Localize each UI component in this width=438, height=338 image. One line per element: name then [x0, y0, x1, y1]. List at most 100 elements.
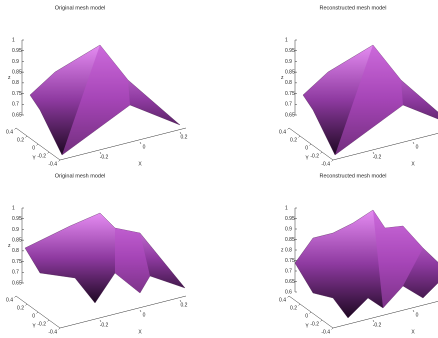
- x-axis: [60, 296, 186, 328]
- panel-title: Original mesh model: [55, 5, 105, 11]
- y-tick-label: -0.4: [321, 161, 330, 167]
- y-tick-label: 0: [32, 313, 35, 319]
- x-tick-label: -0.2: [373, 154, 382, 160]
- z-tick-label: 0.95: [12, 48, 22, 54]
- y-tick: [332, 328, 334, 330]
- y-tick-label: 0.4: [279, 129, 286, 135]
- y-tick-label: -0.2: [310, 321, 319, 327]
- z-tick-label: 0.8: [12, 80, 19, 86]
- figure: Original mesh model 1 0.95 0.9 0.85 0.8 0.75 0.…: [0, 0, 438, 338]
- y-axis-label: Y: [32, 155, 36, 161]
- z-tick-label: 0.65: [12, 112, 22, 118]
- panel: Reconstructed mesh model10.950.90.850.80…: [279, 173, 438, 335]
- y-tick: [15, 128, 17, 130]
- panel: Reconstructed mesh model10.950.90.850.80…: [279, 5, 438, 167]
- y-tick: [321, 320, 323, 322]
- z-tick-label: 0.75: [12, 259, 22, 265]
- panel-title: Original mesh model: [55, 173, 105, 179]
- y-axis-label: Y: [305, 323, 309, 329]
- z-tick-label: 0.95: [12, 216, 22, 222]
- y-tick: [26, 304, 28, 306]
- y-tick-label: 0.2: [290, 305, 297, 311]
- z-tick-label: 0.7: [12, 270, 19, 276]
- z-tick-label: 0.9: [285, 59, 292, 65]
- surface: [295, 210, 438, 318]
- y-tick-label: -0.4: [48, 161, 57, 167]
- y-tick-label: -0.2: [37, 153, 46, 159]
- z-tick-label: 0.7: [285, 268, 292, 274]
- x-tick-label: -0.2: [100, 154, 109, 160]
- y-tick-label: -0.2: [37, 321, 46, 327]
- x-tick-label: 0: [416, 144, 419, 150]
- z-tick-label: 0.9: [12, 227, 19, 233]
- x-tick-label: 0: [143, 144, 146, 150]
- z-tick-label: 0.75: [12, 91, 22, 97]
- y-tick-label: 0.2: [17, 305, 24, 311]
- y-tick: [288, 128, 290, 130]
- y-tick-label: 0: [305, 145, 308, 151]
- z-axis-label: z: [8, 75, 11, 81]
- y-tick: [48, 152, 50, 154]
- z-tick-label: 1: [285, 37, 288, 43]
- z-tick-label: 1: [12, 37, 15, 43]
- z-tick-label: 0.85: [12, 69, 22, 75]
- x-tick: [413, 142, 414, 144]
- y-axis-label: Y: [32, 323, 36, 329]
- z-axis-label: z: [281, 247, 284, 253]
- x-tick-label: -0.2: [373, 322, 382, 328]
- y-tick: [37, 312, 39, 314]
- z-tick-label: 0.6: [285, 289, 292, 295]
- z-tick-label: 0.8: [285, 247, 292, 253]
- z-tick-label: 0.65: [285, 279, 295, 285]
- panel-title: Reconstructed mesh model: [320, 173, 387, 179]
- z-tick-label: 0.85: [285, 237, 295, 243]
- y-tick: [59, 328, 61, 330]
- y-tick: [59, 160, 61, 162]
- y-tick: [48, 320, 50, 322]
- panel: Original mesh model10.950.90.850.80.750.…: [6, 173, 188, 335]
- z-tick-label: 0.75: [285, 91, 295, 97]
- z-tick-label: 0.75: [285, 258, 295, 264]
- y-tick: [37, 144, 39, 146]
- z-tick-label: 0.65: [285, 112, 295, 118]
- x-tick: [413, 310, 414, 312]
- z-axis-label: z: [281, 75, 284, 81]
- surface-facet: [115, 228, 150, 293]
- x-tick: [140, 142, 141, 144]
- x-axis-label: X: [138, 329, 142, 335]
- surface: [25, 213, 185, 303]
- x-tick: [140, 310, 141, 312]
- y-tick-label: 0.2: [290, 137, 297, 143]
- x-tick-label: 0: [143, 312, 146, 318]
- y-tick-label: 0.4: [6, 129, 13, 135]
- y-tick: [310, 312, 312, 314]
- y-tick: [299, 304, 301, 306]
- y-tick-label: -0.4: [48, 329, 57, 335]
- z-tick-label: 0.9: [285, 226, 292, 232]
- y-tick-label: 0.4: [6, 297, 13, 303]
- y-tick-label: 0.2: [17, 137, 24, 143]
- y-tick-label: -0.2: [310, 153, 319, 159]
- x-tick-label: -0.2: [100, 322, 109, 328]
- x-axis-label: X: [411, 329, 415, 335]
- x-tick-label: 0.2: [181, 302, 188, 308]
- page: Original mesh model 1 0.95 0.9 0.85 0.8 0.75 0.…: [0, 0, 438, 338]
- x-axis-label: X: [411, 161, 415, 167]
- z-tick-label: 1: [12, 205, 15, 211]
- z-tick-label: 0.7: [285, 102, 292, 108]
- y-tick: [310, 144, 312, 146]
- y-tick: [321, 152, 323, 154]
- y-tick: [299, 136, 301, 138]
- z-tick-label: 0.95: [285, 48, 295, 54]
- z-tick-label: 0.8: [12, 248, 19, 254]
- z-tick-label: 0.85: [285, 69, 295, 75]
- z-tick-label: 0.65: [12, 280, 22, 286]
- z-tick-label: 1: [285, 205, 288, 211]
- y-tick: [15, 296, 17, 298]
- y-tick: [288, 296, 290, 298]
- y-tick-label: 0: [305, 313, 308, 319]
- y-axis-label: Y: [305, 155, 309, 161]
- y-tick-label: 0: [32, 145, 35, 151]
- y-tick: [26, 136, 28, 138]
- y-tick-label: 0.4: [279, 297, 286, 303]
